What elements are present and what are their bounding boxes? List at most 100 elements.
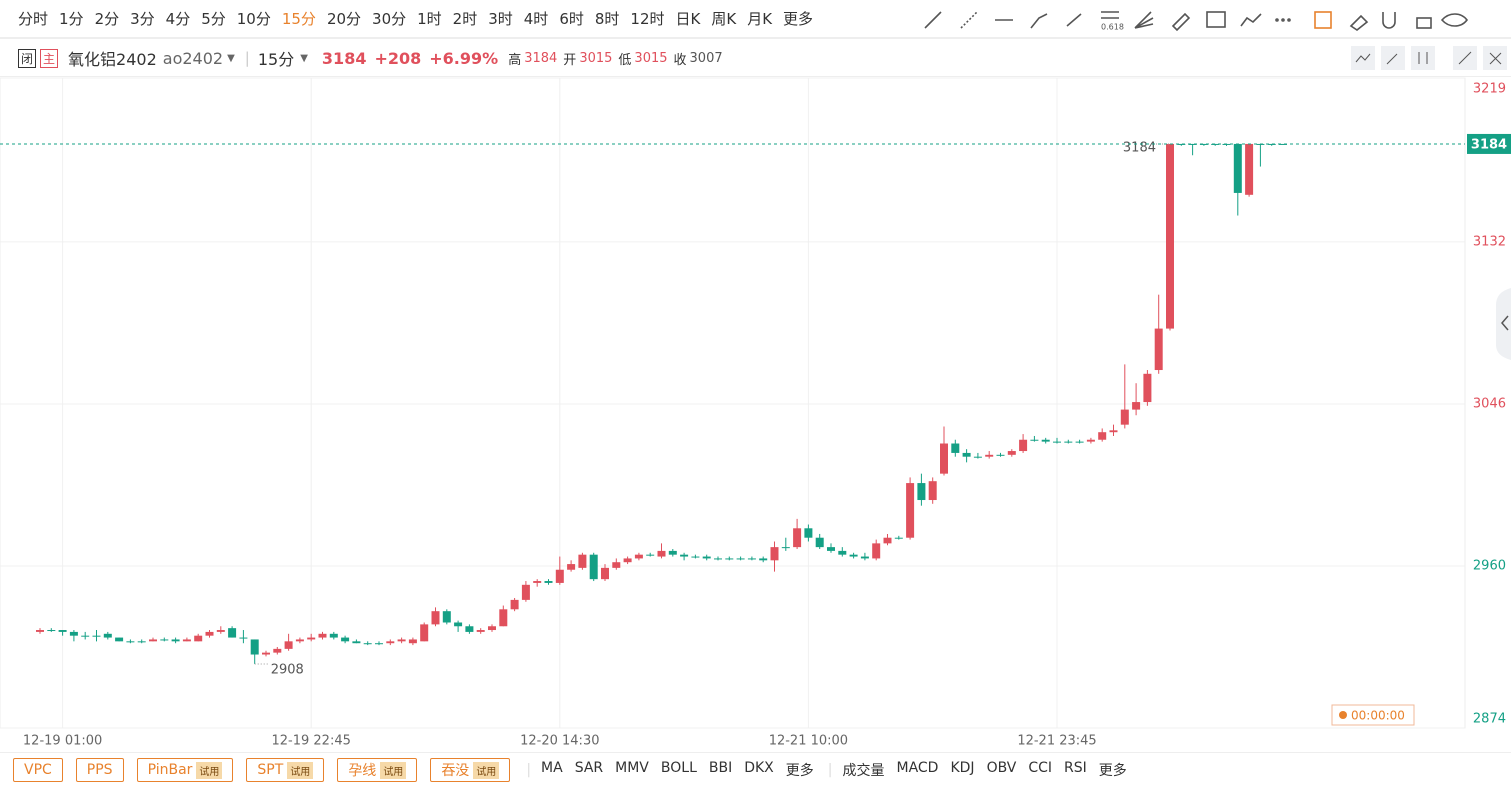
candle-body (295, 639, 304, 642)
indicator-tab[interactable]: SAR (574, 760, 604, 776)
period-tab[interactable]: 20分 (326, 10, 362, 28)
period-tab[interactable]: 30分 (372, 10, 407, 28)
quote-header: 闭 主 氧化铝2402 ao2402 ▼ | 15分 ▼ 3184 +208 +… (0, 40, 1511, 77)
period-tab[interactable]: 4分 (165, 10, 191, 28)
indicator-tab[interactable]: OBV (986, 760, 1017, 776)
pattern-button[interactable]: VPC (13, 758, 63, 782)
period-tab[interactable]: 3分 (130, 10, 155, 28)
header-icons[interactable] (1351, 44, 1511, 72)
candle-body (262, 652, 270, 655)
period-tab[interactable]: 6时 (559, 10, 584, 28)
x-tick-label: 12-19 22:45 (272, 734, 351, 749)
countdown: 00:00:00 (1351, 709, 1405, 723)
candle-body (759, 558, 768, 561)
candle-body (273, 648, 282, 653)
indicator-bar: VPC PPS PinBar 试用 SPT 试用 孕线 试用 吞没 试用 | MA SAR MMV BO… (0, 752, 1511, 787)
divider: | (827, 762, 833, 778)
symbol-code[interactable]: ao2402 (162, 48, 224, 68)
period-tab[interactable]: 1分 (59, 10, 84, 28)
period-tab[interactable]: 1时 (417, 10, 442, 28)
candle-body (1267, 143, 1276, 145)
period-tab[interactable]: 5分 (201, 10, 226, 28)
candle-body (352, 641, 361, 644)
candle-body (1199, 143, 1208, 145)
pattern-button[interactable]: 吞没 试用 (430, 758, 511, 782)
candle-body (1075, 441, 1084, 443)
candle-body (1019, 439, 1028, 452)
symbol-name[interactable]: 氧化铝2402 (68, 50, 157, 69)
period-tab[interactable]: 2时 (452, 10, 478, 28)
period[interactable]: 15分 (257, 50, 295, 69)
indicator-tab[interactable]: 成交量 (842, 763, 885, 779)
candle-body (567, 564, 576, 570)
candle-body (589, 554, 598, 580)
indicator-tab[interactable]: 更多 (785, 763, 814, 779)
candle-body (1007, 451, 1016, 455)
candle-body (126, 641, 135, 643)
period-tab[interactable]: 4时 (523, 10, 549, 28)
candle-body (1041, 439, 1050, 442)
candle-body (917, 483, 926, 501)
pattern-button[interactable]: 孕线 试用 (337, 758, 418, 782)
indicator-tab[interactable]: DKX (744, 760, 774, 776)
trial-tag: 试用 (287, 761, 314, 779)
period-tab[interactable]: 月K (747, 10, 773, 28)
indicator-tab[interactable]: KDJ (950, 760, 975, 776)
period-tab[interactable]: 周K (711, 10, 737, 28)
x-tick-label: 12-19 01:00 (23, 734, 102, 749)
period-tab[interactable]: 日K (675, 10, 701, 28)
candle-body (1064, 441, 1073, 443)
candle-body (985, 454, 994, 457)
indicator-tab[interactable]: BBI (708, 760, 733, 776)
clock-icon (1339, 711, 1347, 719)
pattern-name: SPT (257, 762, 284, 778)
candle-body (1086, 439, 1095, 442)
pattern-button[interactable]: PPS (75, 758, 124, 782)
candle-body (92, 635, 101, 637)
indicator-tab[interactable]: MMV (615, 760, 649, 776)
period-tab[interactable]: 12时 (630, 10, 665, 28)
pattern-button[interactable]: PinBar 试用 (136, 758, 234, 782)
sub-indicators: 成交量 MACD KDJ OBV CCI RSI 更多 (833, 760, 1127, 780)
candle-body (714, 558, 722, 560)
candle-body (228, 628, 237, 638)
period-tab[interactable]: 15分 (281, 10, 316, 28)
period-tab[interactable]: 10分 (236, 10, 271, 28)
trial-tag: 试用 (380, 761, 407, 779)
indicator-tab[interactable]: BOLL (660, 760, 697, 776)
candle-body (838, 550, 847, 555)
indicator-tab[interactable]: CCI (1028, 760, 1053, 776)
side-arrow (1501, 315, 1509, 331)
indicator-tab[interactable]: 更多 (1098, 763, 1127, 779)
candle-body (1233, 143, 1242, 193)
candle-body (47, 630, 56, 632)
y-tick-label: 3219 (1473, 82, 1506, 97)
pattern-button[interactable]: SPT 试用 (246, 758, 325, 782)
toolbar: 分时 1分 2分 3分 4分 5分 10分 15分 20分 30分 1时 2时 3时 4时 6时 8时 12时日… (0, 0, 1511, 39)
value: 3015 (579, 50, 613, 66)
candle-body (375, 643, 383, 645)
period-tab[interactable]: 3时 (488, 10, 513, 28)
period-tab[interactable]: 分时 (18, 10, 49, 28)
max-label: 3184 (1123, 140, 1156, 155)
candle-body (793, 528, 802, 548)
period-tab[interactable]: 更多 (783, 10, 814, 28)
change: +208 (374, 48, 422, 68)
candle-body (578, 554, 587, 568)
indicator-tab[interactable]: RSI (1064, 760, 1087, 776)
indicator-tab[interactable]: MA (541, 760, 563, 776)
candle-body (533, 581, 542, 583)
candle-body (691, 556, 700, 558)
candle-body (702, 556, 711, 559)
candle-body (962, 452, 971, 457)
candle-body (431, 611, 440, 625)
candle-body (973, 456, 982, 458)
period-tab[interactable]: 2分 (94, 10, 120, 28)
x-tick-label: 12-21 10:00 (769, 734, 848, 749)
candle-body (860, 556, 869, 559)
period-tab[interactable]: 8时 (594, 10, 620, 28)
candle-body (216, 630, 225, 632)
candle-body (318, 633, 327, 638)
indicator-tab[interactable]: MACD (896, 760, 939, 776)
